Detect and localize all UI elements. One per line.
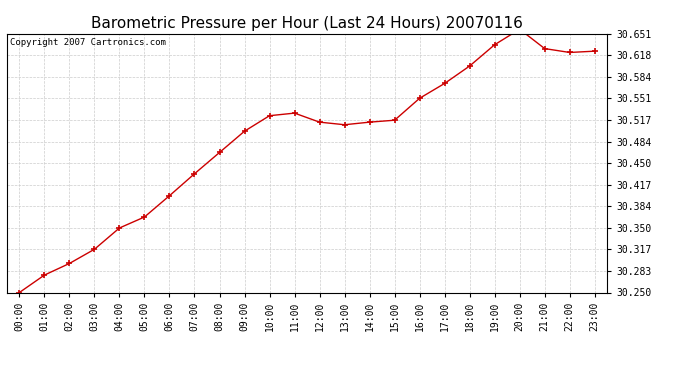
- Text: Copyright 2007 Cartronics.com: Copyright 2007 Cartronics.com: [10, 38, 166, 46]
- Title: Barometric Pressure per Hour (Last 24 Hours) 20070116: Barometric Pressure per Hour (Last 24 Ho…: [91, 16, 523, 31]
